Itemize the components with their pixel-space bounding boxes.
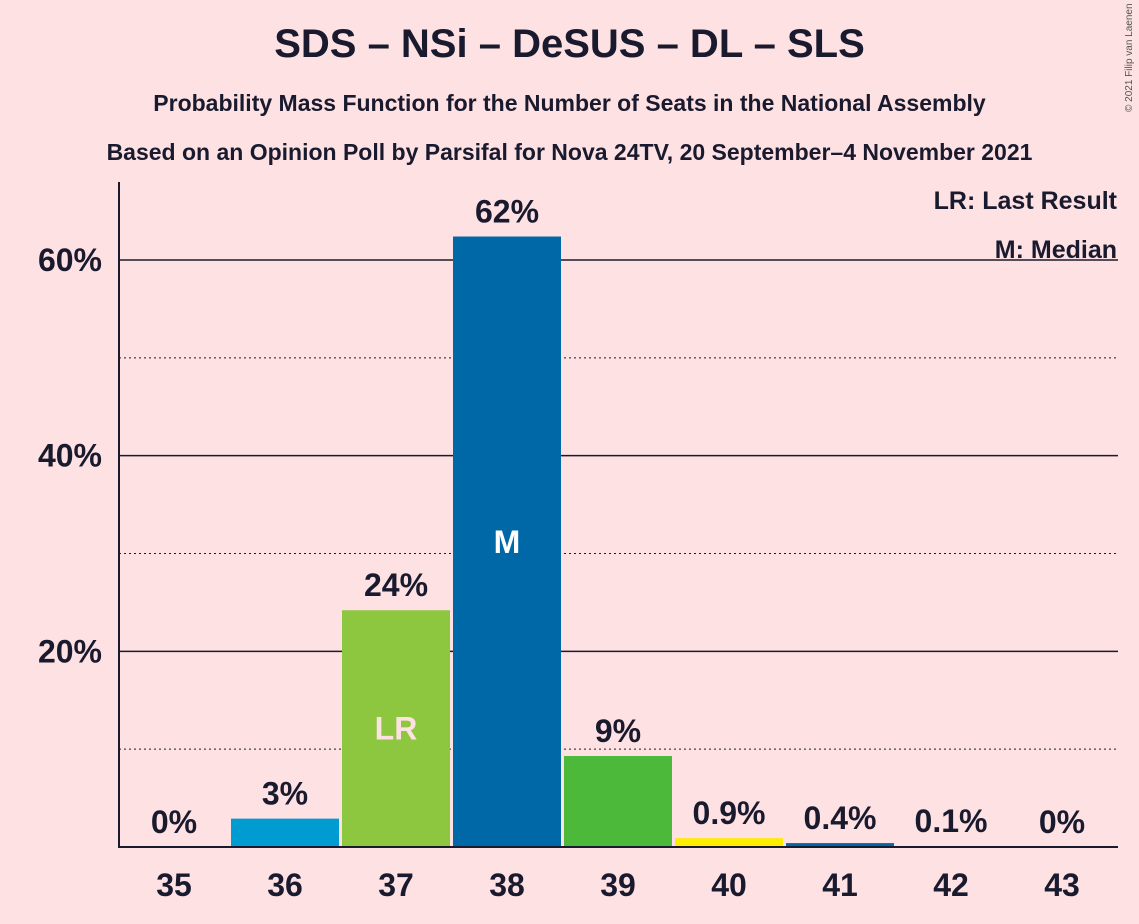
value-label-41: 0.4%: [804, 800, 877, 836]
x-tick-label-41: 41: [822, 867, 858, 903]
value-label-36: 3%: [262, 776, 308, 812]
x-tick-label-37: 37: [378, 867, 414, 903]
value-label-35: 0%: [151, 804, 197, 840]
axes-group: [118, 182, 1118, 848]
bar-39: [564, 756, 672, 847]
median-marker: M: [494, 524, 521, 560]
x-tick-label-36: 36: [267, 867, 303, 903]
last-result-marker: LR: [375, 711, 418, 747]
value-label-43: 0%: [1039, 804, 1085, 840]
x-tick-label-43: 43: [1044, 867, 1080, 903]
chart-title: SDS – NSi – DeSUS – DL – SLS: [274, 22, 865, 66]
bar-38: [453, 236, 561, 847]
x-tick-label-35: 35: [156, 867, 192, 903]
bars-group: 0% 35 3% 36 24% LR 37 62% M 38 9% 39 0.9% 40 0.4% 41 0.1…: [151, 194, 1085, 903]
x-tick-label-42: 42: [933, 867, 969, 903]
value-label-42: 0.1%: [915, 803, 988, 839]
value-label-37: 24%: [364, 567, 428, 603]
x-tick-label-40: 40: [711, 867, 747, 903]
bar-37: [342, 610, 450, 847]
bar-36: [231, 818, 339, 847]
bar-41: [786, 843, 894, 847]
chart-source: Based on an Opinion Poll by Parsifal for…: [106, 139, 1033, 165]
y-tick-label: 60%: [38, 242, 102, 278]
bar-40: [675, 838, 783, 847]
grid-lines: 20% 40% 60%: [38, 242, 1118, 750]
value-label-38: 62%: [475, 194, 539, 230]
y-tick-label: 40%: [38, 438, 102, 474]
chart-subtitle: Probability Mass Function for the Number…: [153, 90, 986, 116]
value-label-39: 9%: [595, 713, 641, 749]
x-tick-label-38: 38: [489, 867, 525, 903]
x-tick-label-39: 39: [600, 867, 636, 903]
legend-last-result: LR: Last Result: [934, 187, 1118, 215]
legend-median: M: Median: [995, 236, 1117, 264]
y-tick-label: 20%: [38, 633, 102, 669]
value-label-40: 0.9%: [693, 795, 766, 831]
